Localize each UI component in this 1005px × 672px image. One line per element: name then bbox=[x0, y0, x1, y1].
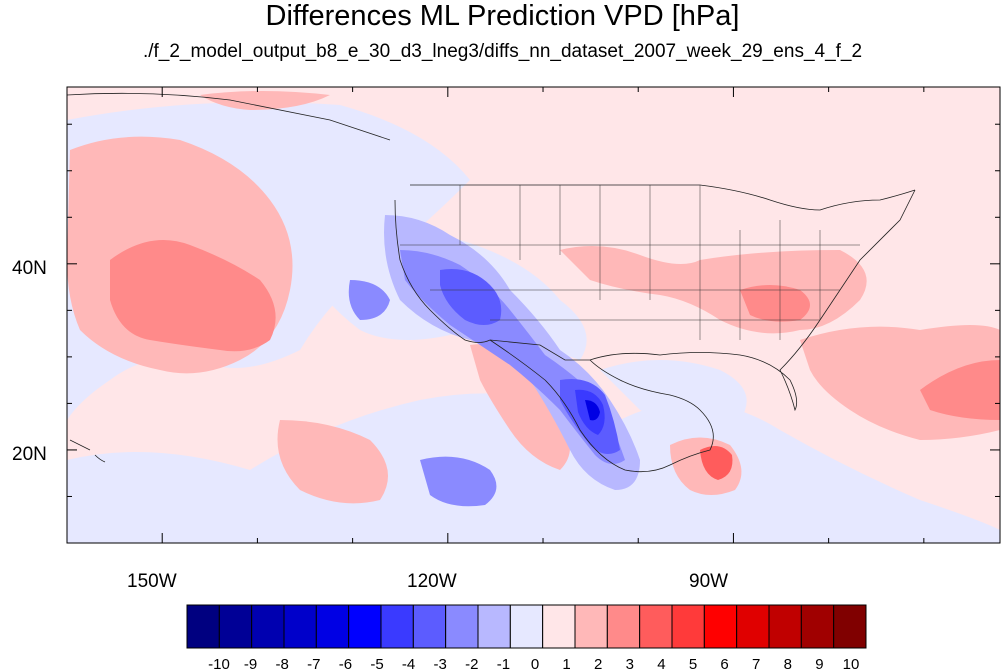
colorbar-label: 6 bbox=[720, 656, 728, 672]
colorbar-box bbox=[768, 604, 802, 649]
colorbar-box bbox=[477, 604, 511, 649]
colorbar-box bbox=[671, 604, 705, 649]
colorbar-label: 8 bbox=[784, 656, 792, 672]
state-borders bbox=[400, 185, 860, 340]
field-positive bbox=[67, 91, 1000, 504]
x-tick-label-150w: 150W bbox=[127, 571, 177, 592]
colorbar-box bbox=[315, 604, 350, 649]
colorbar-label: 7 bbox=[752, 656, 760, 672]
colorbar-box bbox=[380, 604, 414, 649]
colorbar-box bbox=[736, 604, 770, 649]
colorbar-labels: -10 -9 -8 -7 -6 -5 -4 -3 -2 -1 0 1 2 3 4 5 6 7 8 9 10 bbox=[208, 656, 859, 672]
plot-subtitle: ./f_2_model_output_b8_e_30_d3_lneg3/diff… bbox=[142, 41, 863, 62]
map-frame bbox=[66, 86, 1001, 544]
colorbar-box bbox=[639, 604, 673, 649]
x-tick-label-90w: 90W bbox=[689, 571, 729, 592]
colorbar-box bbox=[445, 604, 479, 649]
colorbar-label: -6 bbox=[339, 656, 352, 672]
colorbar-label: 10 bbox=[843, 656, 860, 672]
colorbar-box bbox=[251, 604, 285, 649]
colorbar-box bbox=[186, 604, 220, 649]
colorbar-label: -9 bbox=[244, 656, 257, 672]
colorbar-box bbox=[703, 604, 738, 649]
colorbar-label: 5 bbox=[689, 656, 697, 672]
colorbar-box bbox=[574, 604, 608, 649]
colorbar-label: 1 bbox=[562, 656, 570, 672]
colorbar-label: -1 bbox=[497, 656, 510, 672]
colorbar-label: -5 bbox=[370, 656, 383, 672]
colorbar-box bbox=[412, 604, 447, 649]
y-tick-label-40n: 40N bbox=[12, 258, 47, 279]
colorbar-box bbox=[800, 604, 835, 649]
colorbar-box bbox=[509, 604, 544, 649]
colorbar-label: 2 bbox=[594, 656, 602, 672]
colorbar-label: 9 bbox=[815, 656, 823, 672]
colorbar-label: -8 bbox=[276, 656, 289, 672]
colorbar-label: -10 bbox=[208, 656, 230, 672]
colorbar-box bbox=[348, 604, 382, 649]
colorbar-box bbox=[833, 604, 867, 649]
colorbar-label: -3 bbox=[434, 656, 447, 672]
colorbar-label: 4 bbox=[657, 656, 665, 672]
colorbar-label: 3 bbox=[626, 656, 634, 672]
colorbar-label: -4 bbox=[402, 656, 415, 672]
colorbar-box bbox=[606, 604, 641, 649]
colorbar-label: -2 bbox=[465, 656, 478, 672]
colorbar-label: -7 bbox=[307, 656, 320, 672]
colorbar-box bbox=[283, 604, 317, 649]
plot-title: Differences ML Prediction VPD [hPa] bbox=[265, 0, 740, 32]
colorbar-boxes bbox=[186, 604, 867, 649]
coastlines bbox=[67, 92, 916, 473]
colorbar-box bbox=[218, 604, 253, 649]
map-field bbox=[67, 87, 1000, 543]
axis-ticks bbox=[66, 87, 1000, 544]
colorbar-box bbox=[542, 604, 576, 649]
y-tick-label-20n: 20N bbox=[12, 444, 47, 465]
colorbar-label: 0 bbox=[531, 656, 539, 672]
x-tick-label-120w: 120W bbox=[407, 571, 457, 592]
